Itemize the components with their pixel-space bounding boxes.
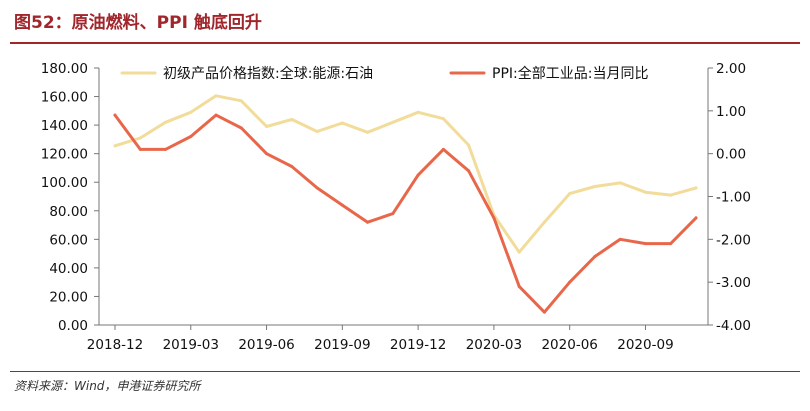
x-tick-label: 2019-03 bbox=[163, 337, 219, 353]
series-2-point bbox=[138, 147, 142, 151]
y-left-tick-label: 140.00 bbox=[41, 118, 88, 134]
y-left-tick-label: 100.00 bbox=[41, 175, 88, 191]
series-2-point bbox=[113, 113, 117, 117]
x-tick-label: 2019-12 bbox=[390, 337, 446, 353]
series-1-point bbox=[239, 99, 243, 103]
series-2-point bbox=[416, 173, 420, 177]
y-right-tick-label: -2.00 bbox=[716, 232, 751, 248]
series-1-point bbox=[694, 186, 698, 190]
y-right-tick-label: -4.00 bbox=[716, 318, 751, 334]
series-1-point bbox=[517, 250, 521, 254]
y-left-tick-label: 40.00 bbox=[49, 261, 88, 277]
series-1-point bbox=[416, 110, 420, 114]
series-1-point bbox=[467, 143, 471, 147]
y-left-tick-label: 0.00 bbox=[58, 318, 88, 334]
series-2-point bbox=[517, 284, 521, 288]
y-right-tick-label: 0.00 bbox=[716, 147, 746, 163]
x-tick-label: 2019-09 bbox=[314, 337, 370, 353]
series-2-point bbox=[265, 152, 269, 156]
series-1-point bbox=[164, 120, 168, 124]
series-2-point bbox=[239, 126, 243, 130]
series-2-point bbox=[366, 220, 370, 224]
y-right-tick-label: -1.00 bbox=[716, 190, 751, 206]
series-2-point bbox=[568, 280, 572, 284]
series-1-point bbox=[542, 220, 546, 224]
figure-title: 图52：原油燃料、PPI 触底回升 bbox=[14, 13, 262, 33]
series-2-point bbox=[441, 147, 445, 151]
y-left-tick-label: 60.00 bbox=[49, 232, 88, 248]
footer-divider bbox=[10, 371, 800, 372]
y-left-tick-label: 180.00 bbox=[41, 61, 88, 77]
series-1-point bbox=[315, 130, 319, 134]
series-1-point bbox=[643, 190, 647, 194]
series-line-2 bbox=[113, 113, 698, 314]
x-tick-label: 2020-09 bbox=[617, 337, 673, 353]
series-1-point bbox=[138, 136, 142, 140]
series-2-point bbox=[214, 113, 218, 117]
series-2-point bbox=[669, 242, 673, 246]
series-1-point bbox=[568, 192, 572, 196]
series-2-point bbox=[492, 216, 496, 220]
series-1-point bbox=[290, 117, 294, 121]
series-2-point bbox=[593, 254, 597, 258]
y-left-tick-label: 20.00 bbox=[49, 289, 88, 305]
series-1-point bbox=[593, 185, 597, 189]
series-2-point bbox=[164, 147, 168, 151]
series-1-point bbox=[391, 120, 395, 124]
series-1-point bbox=[113, 144, 117, 148]
x-tick-label: 2020-06 bbox=[541, 337, 597, 353]
series-2-point bbox=[643, 242, 647, 246]
series-1-point bbox=[441, 117, 445, 121]
series-2-point bbox=[189, 135, 193, 139]
series-line-1 bbox=[113, 94, 698, 254]
legend-label-1: 初级产品价格指数:全球:能源:石油 bbox=[163, 65, 373, 82]
x-tick-label: 2018-12 bbox=[87, 337, 143, 353]
series-1-point bbox=[366, 130, 370, 134]
x-tick-label: 2020-03 bbox=[466, 337, 522, 353]
y-right-tick-label: 2.00 bbox=[716, 61, 746, 77]
legend-label-2: PPI:全部工业品:当月同比 bbox=[492, 65, 648, 82]
series-1-point bbox=[669, 193, 673, 197]
series-2-point bbox=[315, 186, 319, 190]
y-right-tick-label: 1.00 bbox=[716, 104, 746, 120]
series-1-point bbox=[189, 110, 193, 114]
x-tick-label: 2019-06 bbox=[238, 337, 294, 353]
y-left-tick-label: 160.00 bbox=[41, 90, 88, 106]
series-2-point bbox=[290, 165, 294, 169]
series-2-point bbox=[391, 212, 395, 216]
series-2-point bbox=[542, 310, 546, 314]
y-left-tick-label: 80.00 bbox=[49, 204, 88, 220]
series-2-point bbox=[340, 203, 344, 207]
series-2-point bbox=[467, 169, 471, 173]
source-note: 资料来源：Wind，申港证券研究所 bbox=[14, 379, 201, 393]
series-1-point bbox=[340, 121, 344, 125]
series-2-point bbox=[694, 216, 698, 220]
series-1-point bbox=[214, 94, 218, 98]
title-divider bbox=[10, 42, 800, 44]
series-1-point bbox=[618, 181, 622, 185]
y-left-tick-label: 120.00 bbox=[41, 147, 88, 163]
series-2-point bbox=[618, 237, 622, 241]
series-1-point bbox=[265, 125, 269, 129]
y-right-tick-label: -3.00 bbox=[716, 275, 751, 291]
